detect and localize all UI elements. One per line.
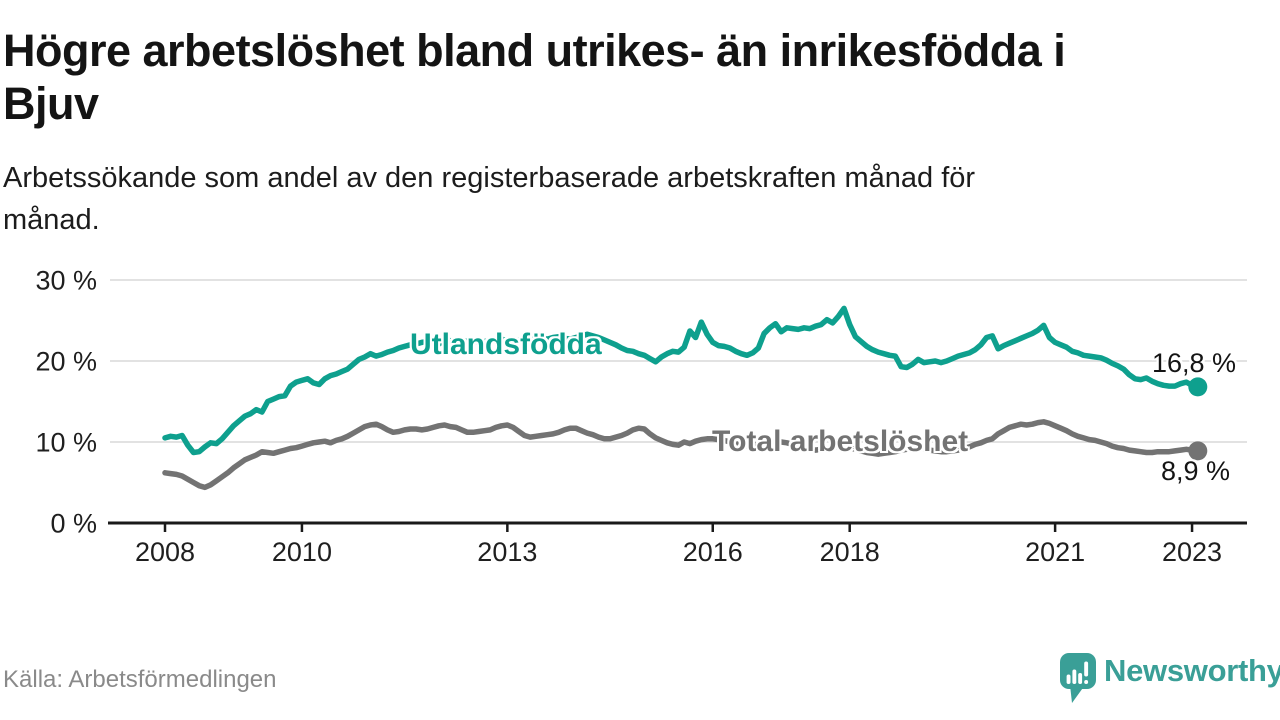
x-tick-label-2018: 2018 xyxy=(820,537,880,567)
end-dot-foreign-born xyxy=(1188,377,1208,397)
series-label-foreign-born: Utlandsfödda xyxy=(410,328,602,361)
chart-title-line-1: Högre arbetslöshet bland utrikes- än inr… xyxy=(3,25,1066,76)
x-tick-label-2008: 2008 xyxy=(135,537,195,567)
chart-subtitle-line-1: Arbetssökande som andel av den registerb… xyxy=(3,162,976,194)
x-tick-label-2010: 2010 xyxy=(272,537,332,567)
x-tick-label-2013: 2013 xyxy=(477,537,537,567)
end-dot-total xyxy=(1188,441,1208,461)
source-attribution: Källa: Arbetsförmedlingen xyxy=(3,666,277,693)
x-tick-label-2016: 2016 xyxy=(683,537,743,567)
line-chart: 2008 2010 2013 2016 2018 2021 2023 30 % 20 % 10 %… xyxy=(35,266,1247,567)
chart-subtitle: Arbetssökande som andel av den registerb… xyxy=(3,157,1203,241)
speech-bubble-shape xyxy=(1060,653,1096,703)
y-tick-label-20: 20 % xyxy=(35,347,97,377)
y-tick-label-30: 30 % xyxy=(35,266,97,296)
newsworthy-logo-text: Newsworthy xyxy=(1104,653,1280,688)
y-tick-label-10: 10 % xyxy=(35,428,97,458)
chart-subtitle-line-2: månad. xyxy=(3,204,100,236)
series-label-total: Total arbetslöshet xyxy=(712,425,969,458)
newsworthy-logo-icon xyxy=(1060,653,1096,703)
chart-title-line-2: Bjuv xyxy=(3,78,99,129)
end-value-label-total: 8,9 % xyxy=(1161,456,1231,486)
line-foreign-born xyxy=(162,305,1201,456)
line-total xyxy=(162,419,1201,491)
x-tick-label-2021: 2021 xyxy=(1025,537,1085,567)
bar-chart-glyph xyxy=(1066,661,1089,684)
y-tick-label-0: 0 % xyxy=(50,509,97,539)
end-value-label-foreign-born: 16,8 % xyxy=(1152,348,1237,378)
chart-title: Högre arbetslöshet bland utrikes- än inr… xyxy=(3,24,1263,130)
x-tick-label-2023: 2023 xyxy=(1162,537,1222,567)
